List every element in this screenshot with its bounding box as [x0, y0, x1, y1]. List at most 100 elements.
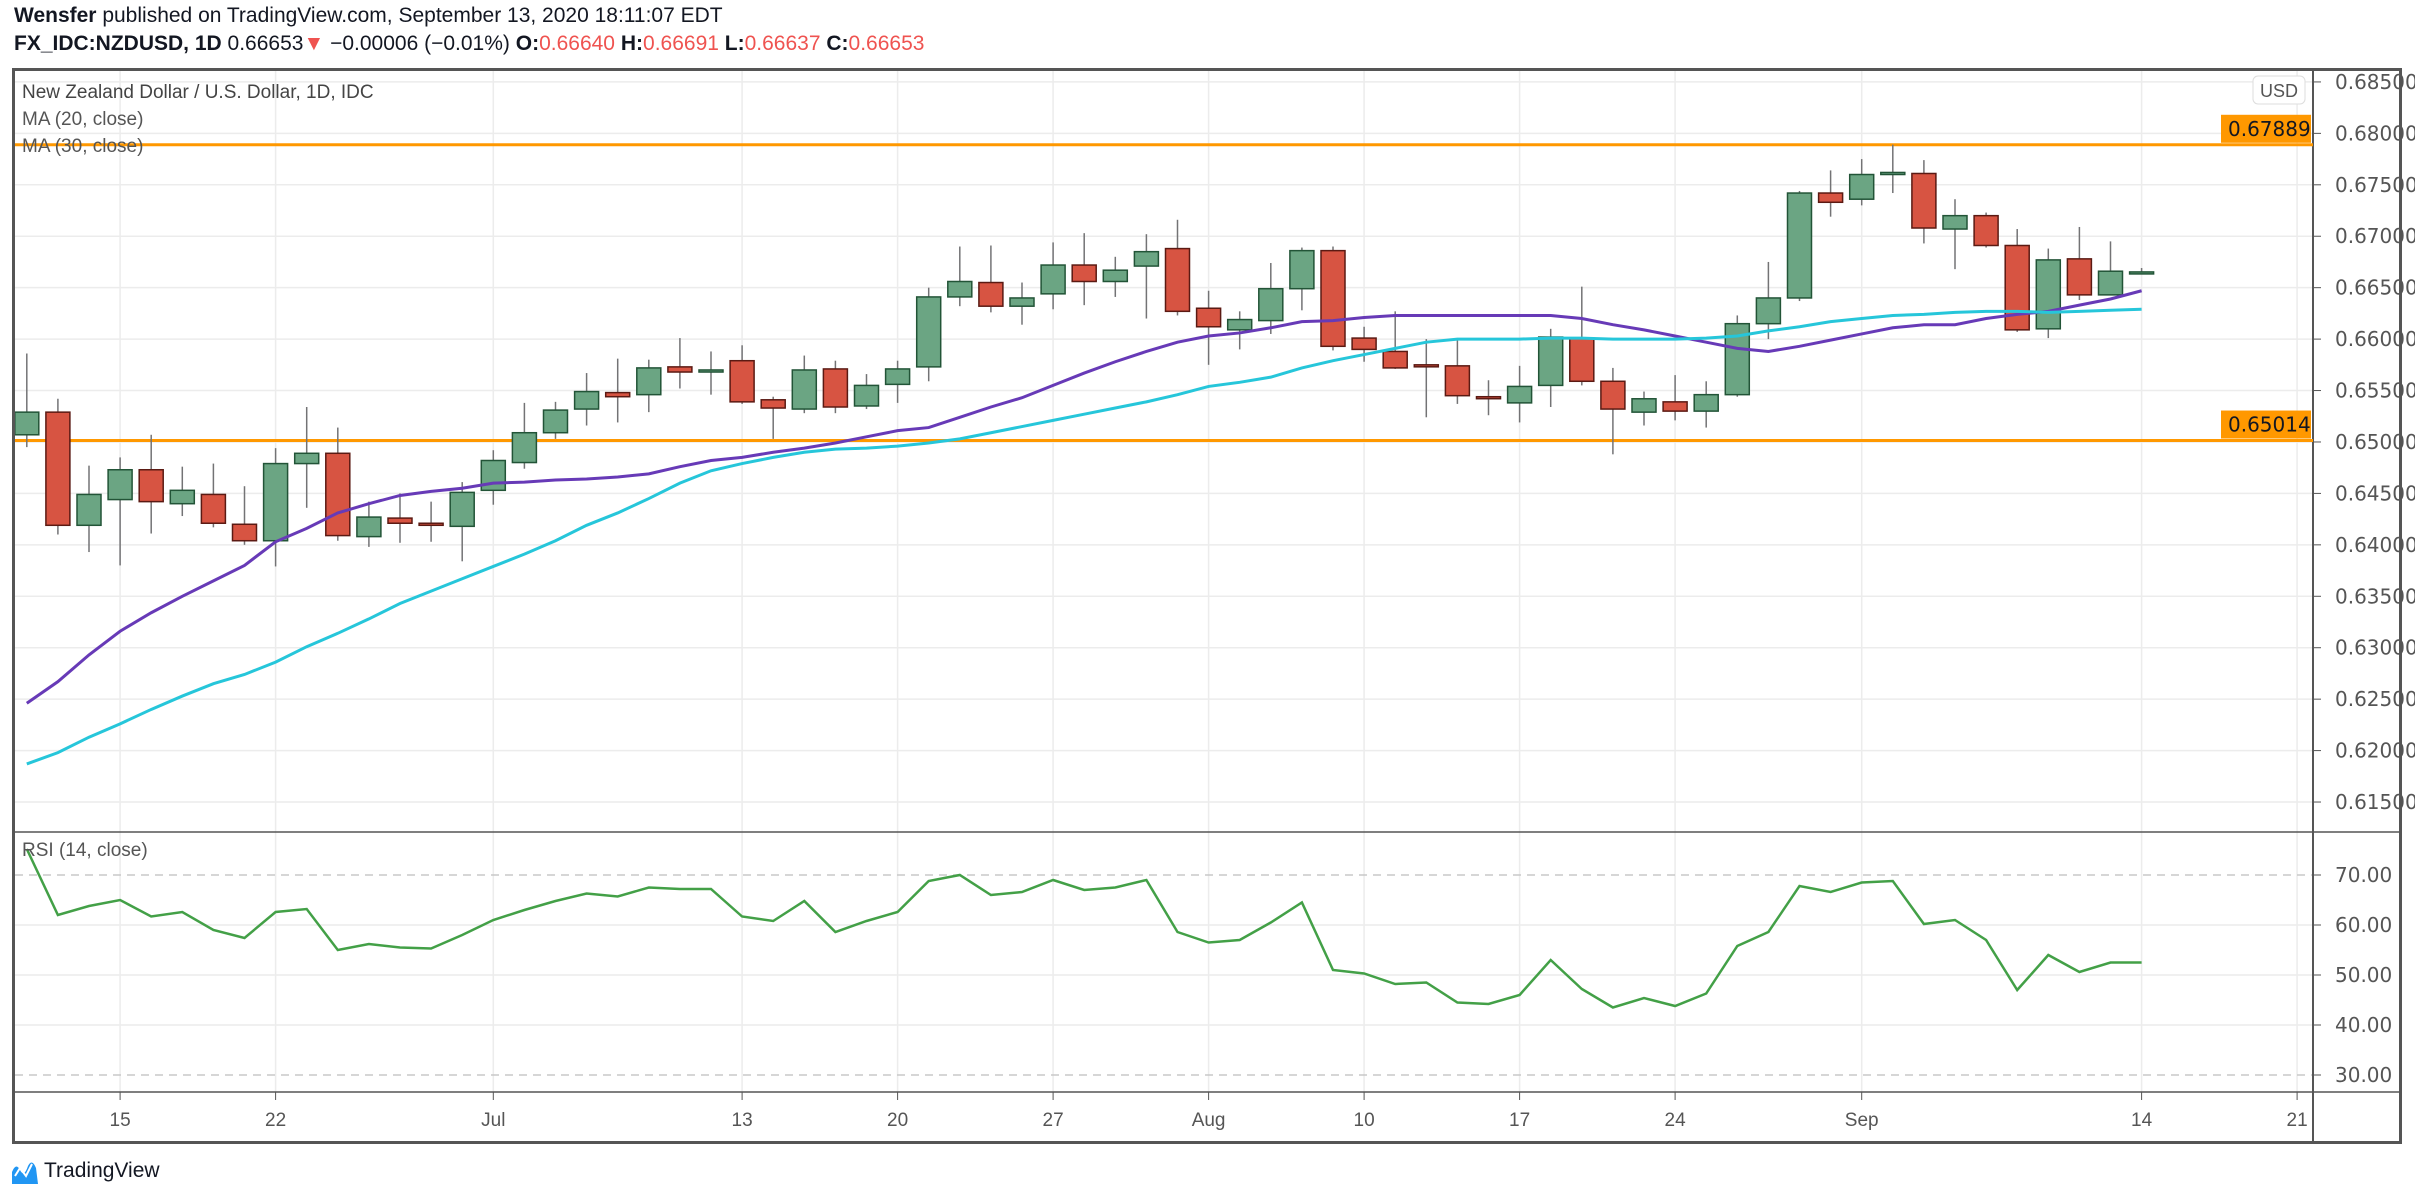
candle-body — [418, 522, 444, 527]
candle — [1817, 170, 1844, 217]
candle — [2097, 241, 2124, 296]
x-tick-label: 17 — [1509, 1110, 1530, 1131]
candle — [636, 359, 662, 413]
candle — [947, 246, 973, 307]
candle-body — [1040, 264, 1066, 295]
candle — [1071, 233, 1097, 306]
candle — [2128, 268, 2155, 275]
candle — [1320, 246, 1346, 351]
candle-body — [1009, 297, 1035, 307]
author-name[interactable]: Wensfer — [14, 4, 97, 27]
candle-body — [729, 359, 755, 403]
publish-info: Wensfer published on TradingView.com, Se… — [14, 4, 723, 28]
candle — [729, 345, 755, 404]
candle — [1506, 365, 1533, 423]
candle — [262, 448, 289, 567]
high-label: H: — [620, 32, 644, 55]
candle — [325, 427, 351, 541]
candle — [760, 396, 786, 439]
candle — [1226, 311, 1253, 350]
candle-body — [636, 367, 662, 396]
candle — [1413, 339, 1440, 418]
candle — [418, 501, 444, 542]
x-tick-label: 24 — [1665, 1110, 1687, 1131]
candle — [1258, 262, 1284, 334]
candle-body — [978, 281, 1004, 307]
candle-body — [1133, 250, 1160, 267]
legend-ma20[interactable]: MA (20, close) — [22, 109, 144, 130]
candle — [667, 338, 693, 389]
candle-body — [1942, 214, 1968, 230]
candle-body — [45, 411, 71, 527]
candle — [915, 287, 942, 382]
candle — [1662, 375, 1688, 421]
level-price-label-bg — [2221, 114, 2311, 143]
level-price-label: 0.65014 — [2228, 413, 2311, 437]
low-label: L: — [724, 32, 745, 55]
candle — [791, 355, 818, 414]
candle-body — [169, 489, 196, 505]
open-value: 0.66640 — [539, 32, 615, 55]
legend-ma30[interactable]: MA (30, close) — [22, 136, 144, 157]
candle-body — [822, 368, 849, 408]
tradingview-logo-icon — [12, 1162, 38, 1184]
candle — [1102, 256, 1129, 297]
x-tick-label: 27 — [1043, 1110, 1064, 1131]
high-value: 0.66691 — [643, 32, 719, 55]
candle — [138, 434, 164, 534]
candle-body — [1258, 287, 1284, 322]
rsi-tick-label: 60.00 — [2335, 913, 2392, 937]
x-tick-label: 13 — [732, 1110, 753, 1131]
candle-body — [915, 296, 942, 368]
last-price: 0.66653 — [227, 32, 304, 55]
candle-body — [1102, 269, 1129, 283]
candle-body — [2066, 258, 2093, 296]
candle — [1164, 219, 1191, 316]
candle-body — [1817, 192, 1844, 204]
candle-body — [1444, 365, 1471, 397]
candle-body — [1226, 318, 1253, 331]
candle-body — [698, 369, 724, 373]
candle — [45, 398, 71, 535]
candle — [293, 406, 320, 508]
candle — [1911, 160, 1937, 244]
candle — [1755, 261, 1782, 340]
candle — [1040, 242, 1066, 310]
candle-body — [1164, 247, 1191, 313]
candle — [511, 402, 538, 469]
candle — [698, 351, 724, 395]
candle — [978, 245, 1004, 313]
close-value: 0.66653 — [848, 32, 925, 55]
candle-body — [573, 390, 600, 410]
candle — [1848, 159, 1875, 206]
candle-body — [1631, 398, 1657, 413]
x-tick-label: 14 — [2131, 1110, 2153, 1131]
candle-body — [1289, 249, 1315, 290]
candle-body — [387, 517, 413, 524]
candle — [822, 360, 849, 414]
candle-body — [2128, 271, 2155, 275]
tradingview-logo[interactable]: TradingView — [10, 1156, 160, 1186]
candle-body — [231, 523, 258, 542]
legend-rsi[interactable]: RSI (14, close) — [22, 840, 148, 861]
tradingview-brand: TradingView — [44, 1159, 160, 1182]
candle-body — [1973, 214, 1999, 247]
candle — [884, 360, 911, 403]
candle — [1475, 380, 1502, 416]
candle — [573, 373, 600, 426]
level-price-label-bg — [2221, 410, 2311, 439]
chart-frame — [12, 68, 2402, 1144]
close-label: C: — [826, 32, 849, 55]
candle-body — [947, 280, 973, 298]
candle-body — [1880, 171, 1906, 176]
candle — [1880, 144, 1906, 194]
candle-body — [1600, 380, 1626, 410]
candle-body — [542, 409, 569, 434]
x-tick-label: Sep — [1845, 1110, 1879, 1131]
x-tick-label: 10 — [1354, 1110, 1375, 1131]
candle-body — [1320, 249, 1346, 348]
candle — [1444, 340, 1471, 404]
x-tick-label: Jul — [481, 1110, 505, 1131]
candle-body — [791, 369, 818, 410]
